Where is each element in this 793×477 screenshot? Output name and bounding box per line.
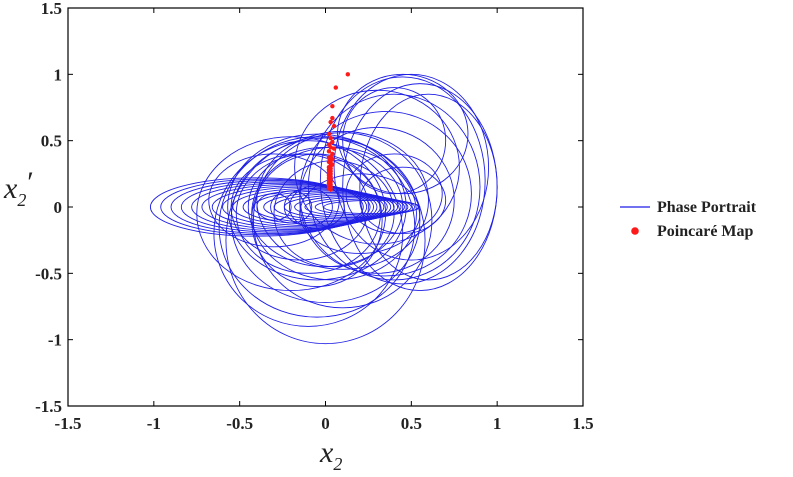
y-tick-label-6: 1.5 [41,0,62,18]
phase-portrait-orbit-6 [211,185,385,229]
poincare-point-2 [330,103,335,109]
phase-portrait-orbit-42 [333,73,490,261]
phase-portrait-orbit-41 [319,76,486,285]
phase-portrait-orbit-40 [307,93,481,281]
phase-portrait-orbit-45 [342,87,447,195]
phase-portrait-orbit-33 [230,137,421,303]
legend-phase-portrait-label: Phase Portrait [657,199,757,216]
phase-portrait-series [149,73,498,345]
poincare-point-39 [328,187,333,192]
x-axis-label: x2 [319,436,342,474]
y-tick-label-2: -0.5 [35,264,62,283]
x-tick-label-3: 0 [321,414,330,433]
poincare-point-8 [330,139,335,145]
phase-portrait-orbit-27 [235,153,381,274]
y-axis-label: x2′ [3,166,32,210]
phase-portrait-orbit-36 [213,140,404,327]
y-tick-label-3: 0 [54,198,63,217]
phase-portrait-orbit-31 [256,130,429,270]
poincare-map-series [326,72,351,192]
x-tick-label-1: -1 [147,414,161,433]
legend-poincare-map-label: Poincaré Map [657,223,754,240]
poincare-point-3 [330,115,335,121]
phase-portrait-orbit-37 [225,136,426,345]
y-tick-label-0: -1.5 [35,397,62,416]
phase-portrait-orbit-21 [288,185,345,229]
x-tick-label-2: -0.5 [226,414,253,433]
phase-portrait-orbit-14 [294,195,412,219]
plot-frame [67,7,584,407]
poincare-point-0 [345,72,351,77]
x-tick-label-0: -1.5 [55,414,82,433]
phase-portrait-orbit-16 [314,198,419,216]
legend-poincare-map-swatch [631,227,639,235]
phase-portrait-orbit-46 [337,73,469,195]
phase-portrait-orbit-34 [252,132,433,309]
x-axis-ticks: -1.5 -1 -0.5 0 0.5 1 1.5 [55,8,594,433]
legend: Phase Portrait Poincaré Map [620,199,757,240]
poincare-point-1 [333,85,338,90]
phase-portrait-orbit-32 [196,136,387,292]
x-tick-label-4: 0.5 [401,414,422,433]
poincare-point-4 [328,119,333,125]
phase-portrait-orbit-22 [345,153,443,234]
phase-portrait-orbit-47 [294,89,460,245]
poincare-point-5 [331,123,337,129]
poincare-point-10 [328,145,333,150]
poincare-point-7 [328,135,333,141]
poincare-point-11 [331,146,337,151]
poincare-point-12 [326,149,332,154]
y-axis-ticks: -1.5 -1 -0.5 0 0.5 1 1.5 [35,0,583,416]
x-tick-label-5: 1 [493,414,502,433]
phase-portrait-orbit-44 [359,93,498,281]
phase-portrait-orbit-49 [251,153,383,288]
poincare-point-6 [326,131,332,137]
phase-portrait-orbit-10 [252,190,399,224]
phase-portrait-orbit-19 [270,190,313,224]
y-tick-label-4: 0.5 [41,132,62,151]
y-tick-label-5: 1 [54,65,63,84]
phase-portrait-orbit-2 [170,180,371,234]
y-tick-label-1: -1 [48,331,62,350]
x-tick-label-6: 1.5 [572,414,593,433]
